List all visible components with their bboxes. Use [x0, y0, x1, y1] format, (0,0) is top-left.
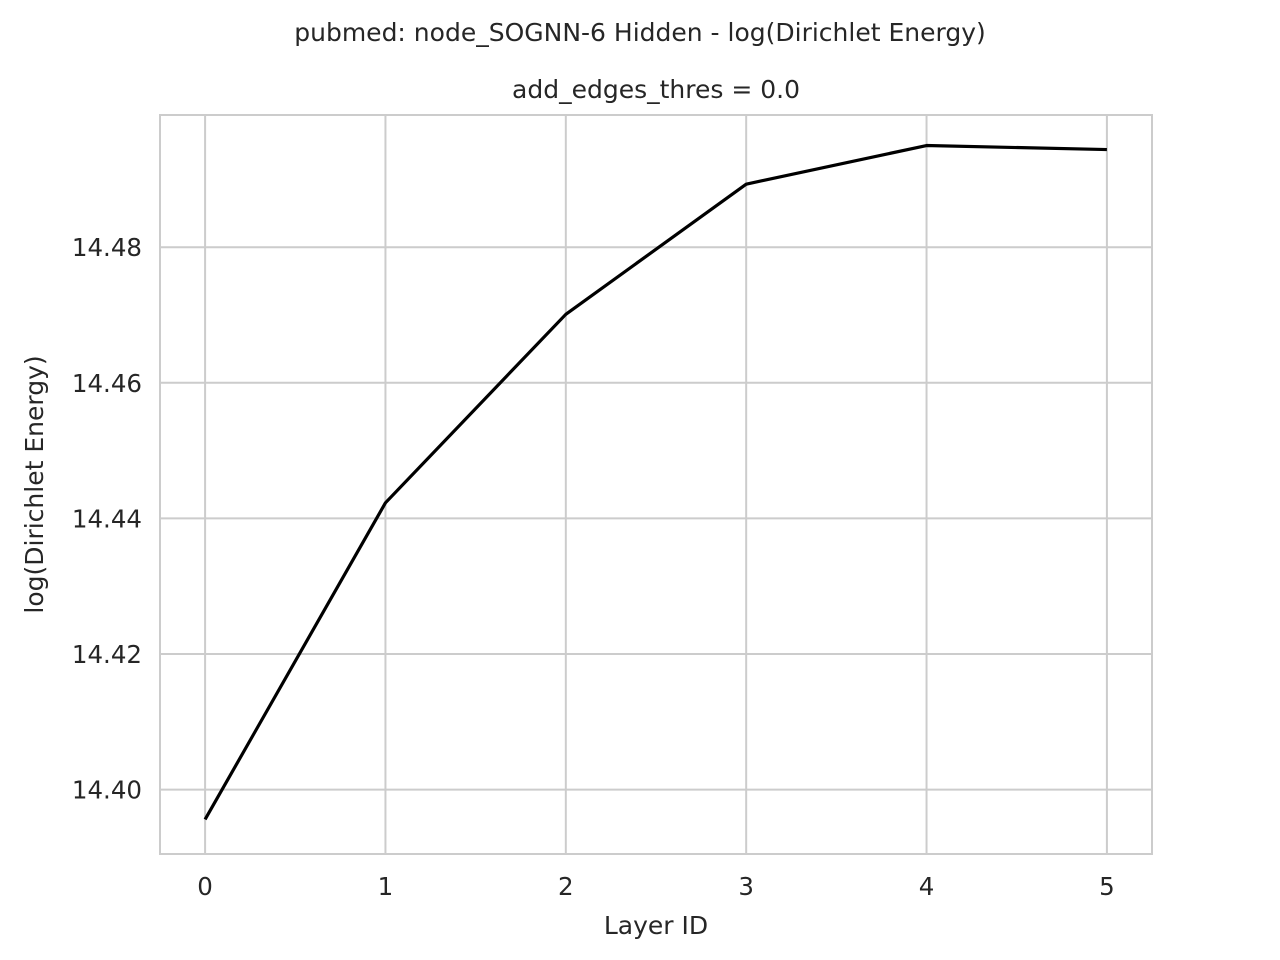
plot-frame	[159, 114, 1153, 855]
chart-suptitle: pubmed: node_SOGNN-6 Hidden - log(Dirich…	[294, 18, 986, 47]
y-tick-label: 14.44	[72, 504, 142, 533]
y-tick-labels: 14.40 14.42 14.44 14.46 14.48	[72, 233, 142, 804]
y-tick-label: 14.40	[72, 776, 142, 805]
chart-title: add_edges_thres = 0.0	[512, 75, 800, 104]
x-axis-label: Layer ID	[604, 911, 708, 940]
x-tick-labels: 0 1 2 3 4 5	[197, 872, 1114, 901]
y-tick-label: 14.46	[72, 369, 142, 398]
x-tick-label: 1	[378, 872, 394, 901]
y-tick-label: 14.48	[72, 233, 142, 262]
x-tick-label: 3	[738, 872, 754, 901]
grid-lines	[160, 115, 1152, 854]
y-tick-label: 14.42	[72, 640, 142, 669]
x-tick-label: 0	[197, 872, 213, 901]
series-line	[203, 143, 1107, 821]
x-tick-label: 4	[919, 872, 935, 901]
x-tick-label: 5	[1099, 872, 1115, 901]
x-tick-label: 2	[558, 872, 574, 901]
series-layer	[203, 143, 1107, 821]
y-axis-label: log(Dirichlet Energy)	[20, 355, 49, 613]
